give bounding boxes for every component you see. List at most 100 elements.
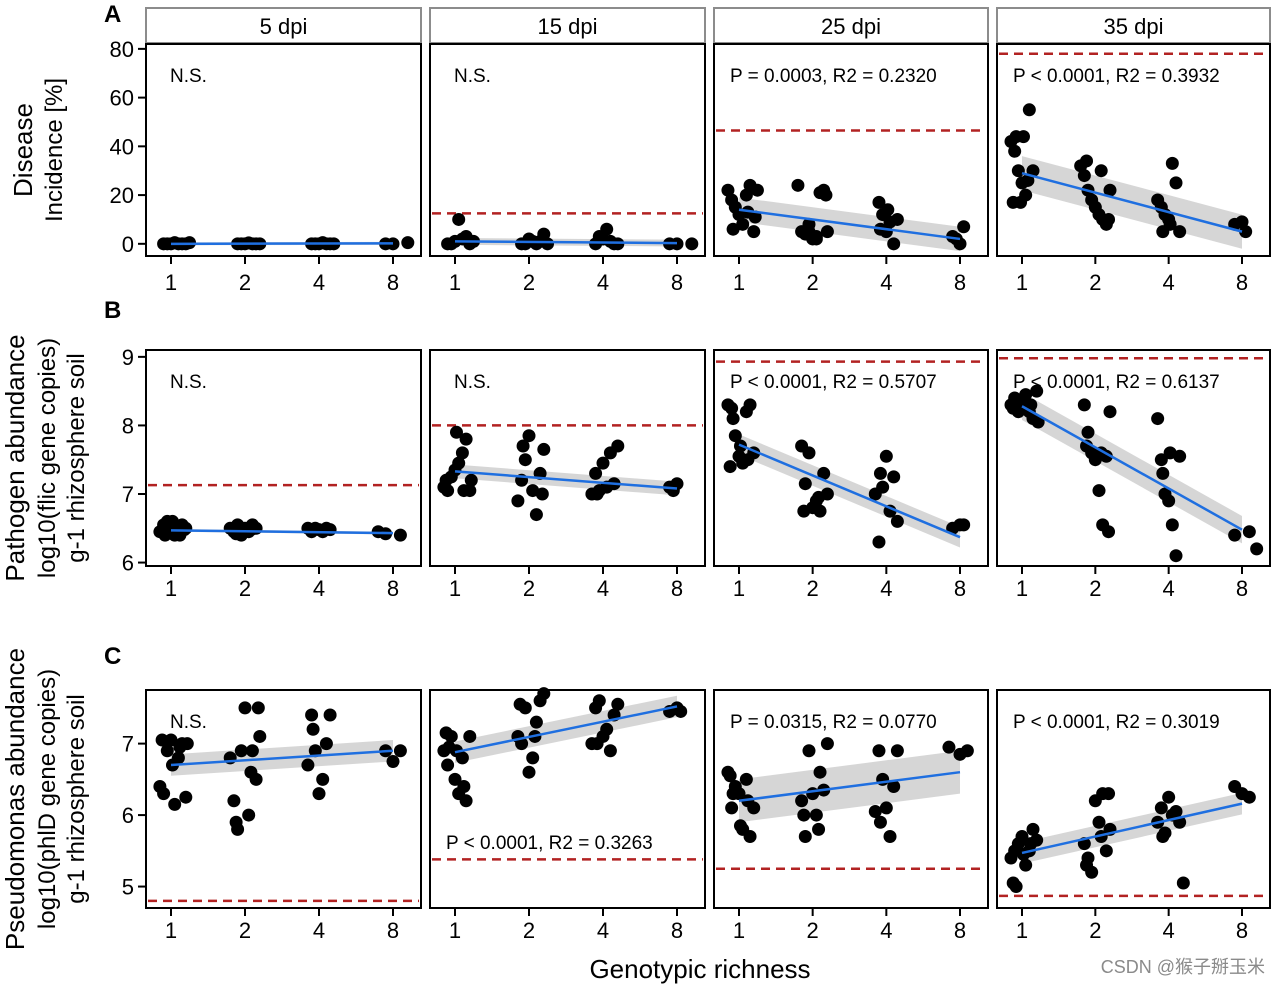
y-axis-title-line: log10(phlD gene copies) (34, 669, 61, 929)
panel: N.S. 1 2 4 8 (145, 689, 422, 943)
y-tick-label: 40 (110, 134, 134, 159)
data-point (253, 729, 267, 743)
data-point (798, 477, 812, 491)
data-point (537, 687, 551, 701)
data-point (725, 801, 739, 815)
data-point (158, 528, 172, 542)
data-point (1102, 525, 1116, 539)
data-point (452, 212, 466, 226)
data-point (1169, 176, 1183, 190)
x-tick-label: 1 (733, 918, 745, 943)
x-tick-label: 2 (523, 918, 535, 943)
x-tick-label: 1 (1016, 270, 1028, 295)
y-tick-label: 6 (122, 551, 134, 576)
data-point (1077, 169, 1091, 183)
facet-strip (429, 7, 706, 44)
data-point (1092, 815, 1106, 829)
data-point (316, 772, 330, 786)
regression-line (738, 208, 961, 241)
facet-label: 35 dpi (1104, 14, 1164, 39)
data-point (881, 203, 895, 217)
data-point (449, 425, 463, 439)
data-point (160, 237, 174, 251)
x-tick-label: 8 (387, 576, 399, 601)
data-point (723, 769, 737, 783)
row-c: C Pseudomonas abundance log10(phlD gene co… (0, 643, 1271, 950)
data-point (812, 822, 826, 836)
data-point (1006, 401, 1020, 415)
y-axis-title-line: Incidence [%] (41, 78, 68, 222)
data-point (883, 830, 897, 844)
y-tick-label: 9 (122, 345, 134, 370)
data-point (611, 697, 625, 711)
data-point (1024, 837, 1038, 851)
data-point (251, 701, 265, 715)
x-tick-label: 2 (1089, 918, 1101, 943)
x-tick-label: 1 (165, 918, 177, 943)
data-point (1163, 217, 1177, 231)
data-point (743, 830, 757, 844)
data-point (522, 429, 536, 443)
x-tick-label: 1 (449, 918, 461, 943)
y-tick-label: 7 (122, 732, 134, 757)
x-tick-label: 4 (880, 576, 892, 601)
y-axis-title-line: Disease (8, 103, 38, 197)
data-point (589, 466, 603, 480)
data-point (229, 815, 243, 829)
x-tick-label: 2 (523, 270, 535, 295)
y-tick-label: 60 (110, 86, 134, 111)
data-point (957, 518, 971, 532)
regression-line (454, 240, 678, 245)
stat-annotation: N.S. (170, 372, 207, 393)
data-point (872, 535, 886, 549)
data-point (1015, 830, 1029, 844)
data-point (1031, 415, 1045, 429)
panel: P < 0.0001, R2 = 0.3932 1 2 4 8 (996, 43, 1271, 295)
regression-line (454, 470, 678, 490)
data-point (726, 412, 740, 426)
data-point (245, 744, 259, 758)
data-point (180, 737, 194, 751)
stat-annotation: N.S. (454, 372, 491, 393)
data-point (165, 514, 179, 528)
data-point (1016, 847, 1030, 861)
panel-frame (429, 349, 706, 567)
x-tick-label: 1 (733, 270, 745, 295)
data-point (739, 772, 753, 786)
data-point (157, 787, 171, 801)
data-point (813, 504, 827, 518)
regression-line (170, 529, 394, 535)
data-point (1014, 195, 1028, 209)
data-point (1235, 215, 1249, 229)
data-point (455, 446, 469, 460)
stat-annotation: P < 0.0001, R2 = 0.3932 (1013, 66, 1220, 87)
x-tick-label: 2 (1089, 576, 1101, 601)
x-tick-label: 1 (165, 270, 177, 295)
data-point (666, 484, 680, 498)
x-tick-label: 4 (1163, 270, 1175, 295)
panel-frame (429, 43, 706, 257)
data-point (1011, 164, 1025, 178)
panel: P < 0.0001, R2 = 0.3019 1 2 4 8 (996, 689, 1271, 943)
data-point (1242, 790, 1256, 804)
x-tick-label: 4 (880, 270, 892, 295)
x-tick-label: 4 (597, 576, 609, 601)
data-point (1154, 453, 1168, 467)
data-point (529, 715, 543, 729)
data-point (674, 704, 688, 718)
data-point (155, 733, 169, 747)
data-point (1163, 446, 1177, 460)
stat-annotation: P < 0.0001, R2 = 0.3263 (446, 833, 653, 854)
data-point (306, 722, 320, 736)
x-tick-label: 2 (807, 576, 819, 601)
data-point (401, 236, 415, 250)
x-tick-label: 1 (1016, 918, 1028, 943)
data-point (819, 188, 833, 202)
row-b: B Pathogen abundance log10(flic gene copie… (0, 297, 1271, 601)
data-point (238, 701, 252, 715)
x-tick-label: 8 (671, 576, 683, 601)
data-point (872, 195, 886, 209)
x-tick-label: 2 (1089, 270, 1101, 295)
facet-strip (145, 7, 422, 44)
data-point (873, 466, 887, 480)
